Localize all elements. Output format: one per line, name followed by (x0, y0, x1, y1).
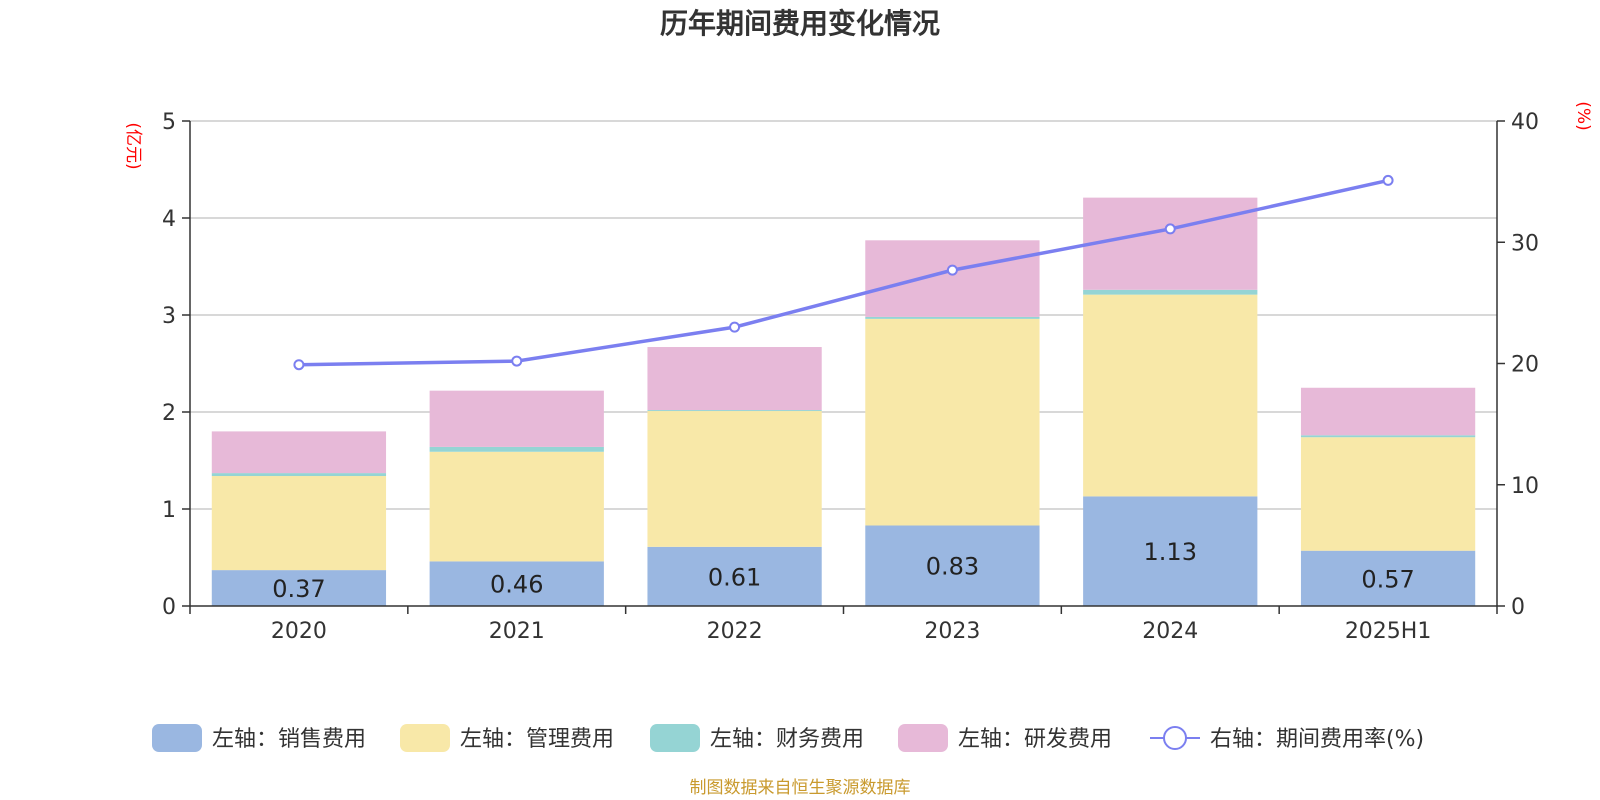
bar-segment (429, 446, 604, 452)
rate-line-point (293, 359, 305, 371)
bar-segment (211, 476, 387, 571)
left-axis-unit: (亿元) (123, 122, 143, 169)
rate-line-path (298, 178, 1389, 367)
bar-segment (647, 347, 822, 411)
x-axis-tick-label: 2021 (489, 619, 545, 644)
axes: 0 1 2 3 4 5 0 10 20 30 40 2020 2021 2022 2023 2024 2025H… (162, 110, 1539, 644)
legend-label: 左轴：管理费用 (460, 727, 614, 752)
bar-segment (211, 473, 387, 477)
legend-swatch (152, 724, 202, 752)
x-axis-tick-label: 2023 (924, 619, 980, 644)
bar-data-label: 0.37 (272, 575, 325, 603)
bar-segment (647, 546, 822, 606)
bar-data-label: 0.83 (926, 553, 979, 581)
x-axis-tick-label: 2020 (271, 619, 327, 644)
bar-data-label: 0.57 (1361, 565, 1414, 593)
legend-swatch-marker (1163, 726, 1187, 750)
bar-segment (1083, 294, 1258, 497)
bar-segment (429, 561, 604, 606)
x-axis-tick-label: 2024 (1142, 619, 1198, 644)
bar-segment (1083, 289, 1258, 295)
chart-title: 历年期间费用变化情况 (660, 7, 940, 40)
bar-segment (647, 410, 822, 412)
x-axis-tick-label: 2022 (707, 619, 763, 644)
bar-segment (865, 240, 1040, 317)
x-axis-tick-label: 2025H1 (1345, 619, 1432, 644)
legend-swatch (400, 724, 450, 752)
legend-label: 左轴：研发费用 (958, 727, 1112, 752)
right-axis-tick-label: 10 (1511, 474, 1539, 499)
bar-segment (1083, 197, 1258, 290)
legend-swatch (650, 724, 700, 752)
legend-label: 左轴：销售费用 (212, 727, 366, 752)
bar-segment (1300, 387, 1476, 436)
legend-swatch (898, 724, 948, 752)
rate-line-point (729, 321, 741, 333)
right-axis-tick-label: 40 (1511, 110, 1539, 135)
bar-segment (1083, 496, 1258, 606)
bar-data-label: 0.61 (708, 563, 761, 591)
right-axis-tick-label: 20 (1511, 353, 1539, 378)
legend-label: 左轴：财务费用 (710, 727, 864, 752)
bars: 0.37 0.46 0.61 0.83 1.13 0.57 (211, 197, 1476, 606)
bar-segment (647, 411, 822, 547)
bar-segment (865, 318, 1040, 526)
right-axis-tick-label: 0 (1511, 595, 1525, 620)
left-axis-tick-label: 4 (162, 207, 176, 232)
left-axis-tick-label: 2 (162, 401, 176, 426)
left-axis-tick-label: 1 (162, 498, 176, 523)
rate-line-point (946, 264, 958, 276)
left-axis-tick-label: 5 (162, 110, 176, 135)
rate-line-point (511, 355, 523, 367)
bar-data-label: 1.13 (1144, 538, 1197, 566)
left-axis-tick-label: 0 (162, 595, 176, 620)
bar-segment (865, 525, 1040, 606)
bar-segment (1300, 550, 1476, 606)
rate-line-point (1164, 223, 1176, 235)
bar-segment (1300, 435, 1476, 438)
bar-segment (1300, 437, 1476, 551)
grid (190, 120, 1497, 510)
bar-segment (211, 570, 387, 606)
left-axis-tick-label: 3 (162, 304, 176, 329)
bar-data-label: 0.46 (490, 571, 543, 599)
rate-line-point (1382, 174, 1394, 186)
right-axis-tick-label: 30 (1511, 231, 1539, 256)
bar-segment (211, 431, 387, 474)
bar-segment (429, 390, 604, 447)
legend-label: 右轴：期间费用率(%) (1210, 727, 1424, 752)
right-axis-unit: (%) (1573, 101, 1593, 130)
legend: 左轴：销售费用 左轴：管理费用 左轴：财务费用 左轴：研发费用 右轴：期间费用率(%) (152, 724, 1424, 752)
bar-segment (429, 451, 604, 562)
rate-line (293, 174, 1394, 371)
bar-segment (865, 316, 1040, 319)
source-note: 制图数据来自恒生聚源数据库 (690, 778, 911, 798)
